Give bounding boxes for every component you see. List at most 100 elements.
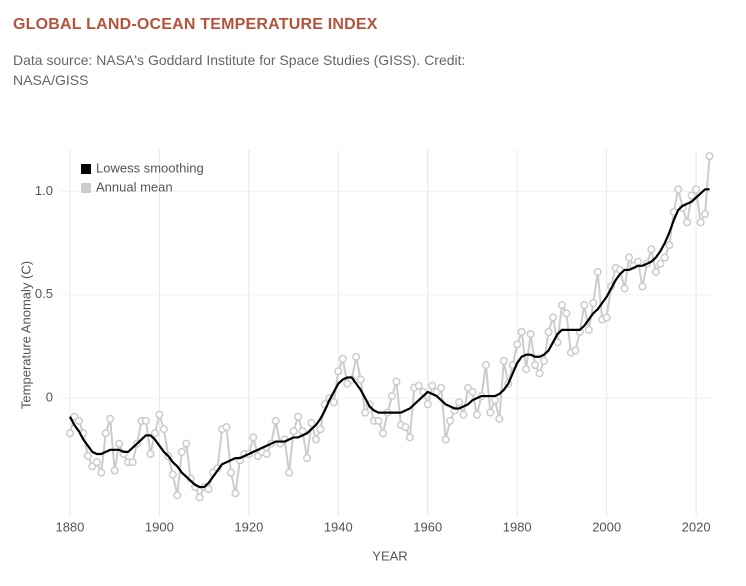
chart-subtitle: Data source: NASA's Goddard Institute fo… [13, 52, 466, 88]
data-point [195, 493, 204, 502]
data-point [106, 414, 115, 423]
data-point [392, 377, 401, 386]
data-point [289, 427, 298, 436]
data-point [517, 327, 526, 337]
data-point [92, 458, 101, 467]
data-point [128, 458, 137, 467]
data-point [472, 410, 482, 419]
data-point [204, 485, 213, 494]
data-point [571, 346, 580, 355]
data-point [701, 210, 710, 219]
data-point [624, 253, 634, 262]
series-line [68, 156, 711, 500]
data-point [97, 468, 106, 477]
data-point [495, 414, 504, 423]
data-point [155, 410, 164, 419]
data-point [334, 367, 343, 376]
data-point [262, 449, 271, 459]
data-point [249, 433, 258, 442]
data-point [696, 218, 705, 227]
data-point [182, 439, 191, 448]
data-point [74, 416, 83, 425]
data-point [593, 267, 602, 277]
data-point [660, 253, 669, 262]
data-point [378, 429, 388, 438]
series-line [68, 188, 710, 489]
legend-swatch [81, 183, 91, 193]
data-point [307, 418, 316, 427]
data-point [177, 447, 186, 456]
data-point [548, 313, 558, 322]
data-point [101, 429, 110, 438]
data-point [705, 152, 714, 161]
data-point [539, 356, 549, 365]
x-tick-label: 2020 [682, 519, 711, 534]
data-point [146, 449, 155, 459]
data-point [159, 425, 168, 434]
data-point [226, 468, 236, 477]
data-point [374, 416, 383, 425]
data-point [584, 325, 593, 334]
x-tick-label: 1920 [234, 519, 263, 534]
data-point [468, 387, 477, 396]
data-point [544, 327, 553, 337]
data-point [401, 423, 410, 432]
data-point [602, 313, 611, 322]
data-point [656, 259, 665, 268]
data-point [446, 416, 455, 425]
y-tick-label: 0 [46, 390, 53, 405]
data-point [531, 361, 540, 370]
x-axis-label: YEAR [372, 548, 407, 563]
data-point [665, 241, 674, 250]
data-point [387, 392, 397, 401]
data-point [535, 369, 544, 378]
data-point [173, 491, 182, 500]
x-tick-label: 1960 [413, 519, 442, 534]
data-point [311, 435, 320, 444]
data-point [110, 466, 119, 475]
x-tick-label: 1940 [324, 519, 353, 534]
data-point [486, 408, 495, 417]
data-point [329, 398, 338, 407]
legend-swatch [81, 164, 91, 174]
data-point [651, 267, 660, 277]
y-tick-label: 1.0 [35, 183, 53, 198]
data-point [557, 301, 566, 310]
data-point [481, 361, 490, 370]
y-tick-label: 0.5 [35, 286, 53, 301]
data-point [589, 298, 598, 308]
data-point [338, 354, 347, 363]
data-point [499, 356, 508, 365]
data-point [222, 423, 231, 432]
data-point [459, 410, 468, 419]
data-point [513, 340, 522, 349]
data-point [285, 468, 294, 477]
data-point [580, 301, 589, 310]
data-point [526, 329, 535, 339]
legend-label: Annual mean [96, 179, 173, 194]
x-tick-label: 1880 [55, 519, 84, 534]
chart-title: GLOBAL LAND-OCEAN TEMPERATURE INDEX [13, 16, 378, 33]
data-point [490, 396, 499, 405]
data-point [293, 412, 303, 421]
x-tick-label: 1980 [503, 519, 532, 534]
data-point [414, 381, 423, 390]
data-point [141, 416, 151, 425]
data-point [687, 191, 696, 200]
data-point [428, 381, 437, 390]
data-point [674, 185, 683, 194]
data-point [633, 257, 643, 266]
data-point [562, 309, 571, 318]
legend-label: Lowess smoothing [96, 160, 204, 175]
data-point [405, 433, 414, 442]
data-point [352, 352, 361, 361]
data-point [437, 383, 446, 392]
data-point [65, 429, 74, 438]
y-axis-label: Temperature Anomaly (C) [18, 261, 33, 409]
data-point [423, 400, 432, 409]
data-point [83, 451, 92, 461]
data-point [356, 375, 365, 384]
data-point [522, 365, 531, 374]
data-point [620, 284, 629, 293]
data-point [692, 185, 701, 194]
